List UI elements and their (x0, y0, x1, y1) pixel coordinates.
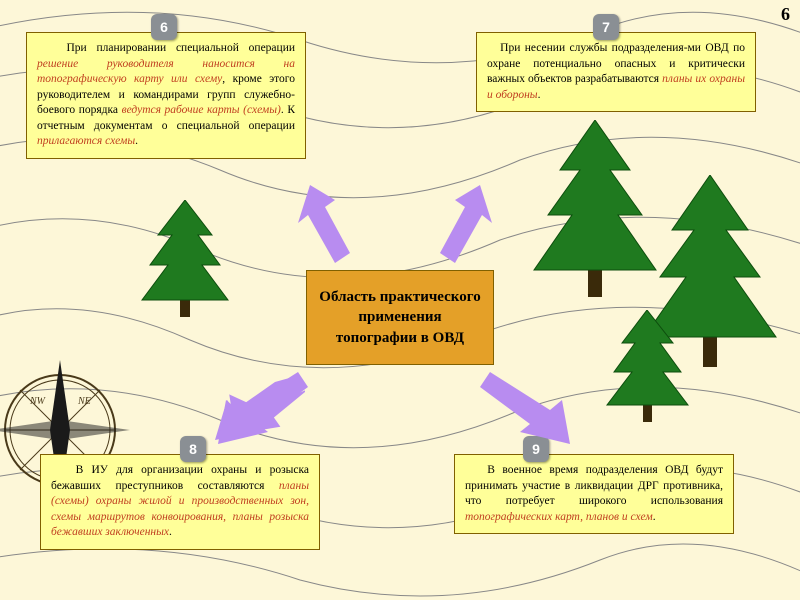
arrow-to-7 (430, 185, 510, 275)
tree-1 (140, 200, 230, 320)
center-box: Область практического применения топогра… (306, 270, 494, 365)
arrow-to-6 (280, 185, 360, 275)
badge-7: 7 (593, 14, 619, 40)
badge-6: 6 (151, 14, 177, 40)
textbox-7: При несении службы подразделения-ми ОВД … (476, 32, 756, 112)
svg-text:NW: NW (29, 396, 47, 407)
tree-4 (605, 310, 690, 425)
svg-text:NE: NE (77, 396, 91, 407)
textbox-8: В ИУ для организации охраны и розыска бе… (40, 454, 320, 550)
textbox-6: При планировании специальной операции ре… (26, 32, 306, 159)
arrow-to-9 (480, 372, 570, 452)
textbox-9: В военное время подразделения ОВД будут … (454, 454, 734, 534)
badge-8: 8 (180, 436, 206, 462)
page-number: 6 (781, 4, 790, 25)
arrow-to-8-clean (218, 372, 308, 452)
